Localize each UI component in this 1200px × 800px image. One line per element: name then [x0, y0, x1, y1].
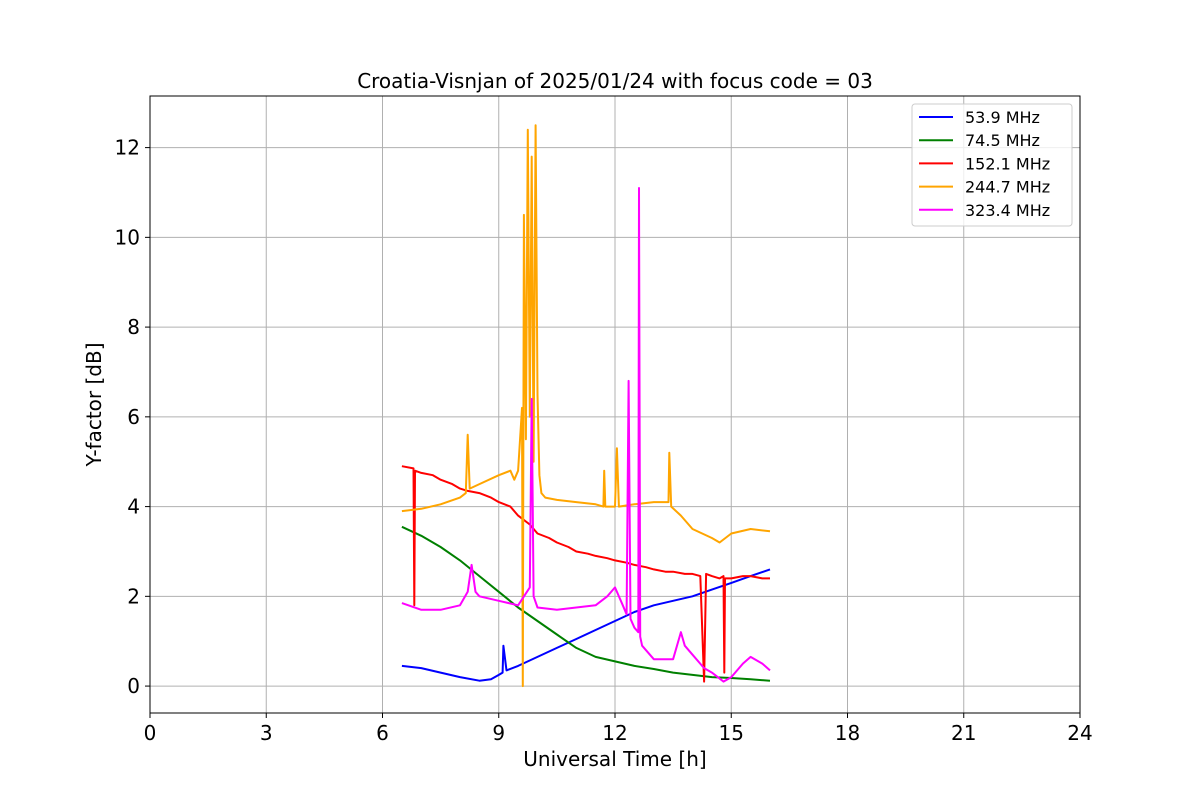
y-tick-label: 4 — [127, 495, 140, 519]
x-tick-label: 6 — [376, 721, 389, 745]
y-tick-label: 6 — [127, 405, 140, 429]
legend-box — [911, 103, 1073, 227]
legend-label: 323.4 MHz — [965, 201, 1050, 220]
legend: 53.9 MHz 74.5 MHz 152.1 MHz 244.7 MHz 32… — [911, 103, 1073, 227]
x-tick-label: 21 — [951, 721, 976, 745]
series-line — [401, 465, 770, 683]
series-line — [401, 187, 771, 683]
legend-label: 53.9 MHz — [965, 108, 1040, 127]
y-tick-label: 12 — [115, 136, 140, 160]
series-line — [401, 525, 771, 682]
y-tick-label: 10 — [115, 225, 140, 249]
x-tick-label: 15 — [719, 721, 744, 745]
y-tick-label: 2 — [127, 584, 140, 608]
series-line — [401, 124, 771, 688]
legend-label: 74.5 MHz — [965, 131, 1040, 150]
x-tick-label: 24 — [1067, 721, 1092, 745]
x-tick-label: 3 — [260, 721, 273, 745]
series-layer — [401, 124, 771, 688]
legend-label: 152.1 MHz — [965, 154, 1050, 173]
x-tick-label: 18 — [835, 721, 860, 745]
y-tick-label: 0 — [127, 674, 140, 698]
x-tick-label: 0 — [144, 721, 157, 745]
legend-label: 244.7 MHz — [965, 178, 1050, 197]
series-line — [401, 568, 771, 682]
x-axis-label: Universal Time [h] — [523, 747, 706, 771]
y-tick-label: 8 — [127, 315, 140, 339]
x-tick-label: 9 — [492, 721, 505, 745]
x-tick-label: 12 — [602, 721, 627, 745]
chart-title: Croatia-Visnjan of 2025/01/24 with focus… — [357, 69, 873, 93]
y-axis-label: Y-factor [dB] — [82, 342, 106, 467]
